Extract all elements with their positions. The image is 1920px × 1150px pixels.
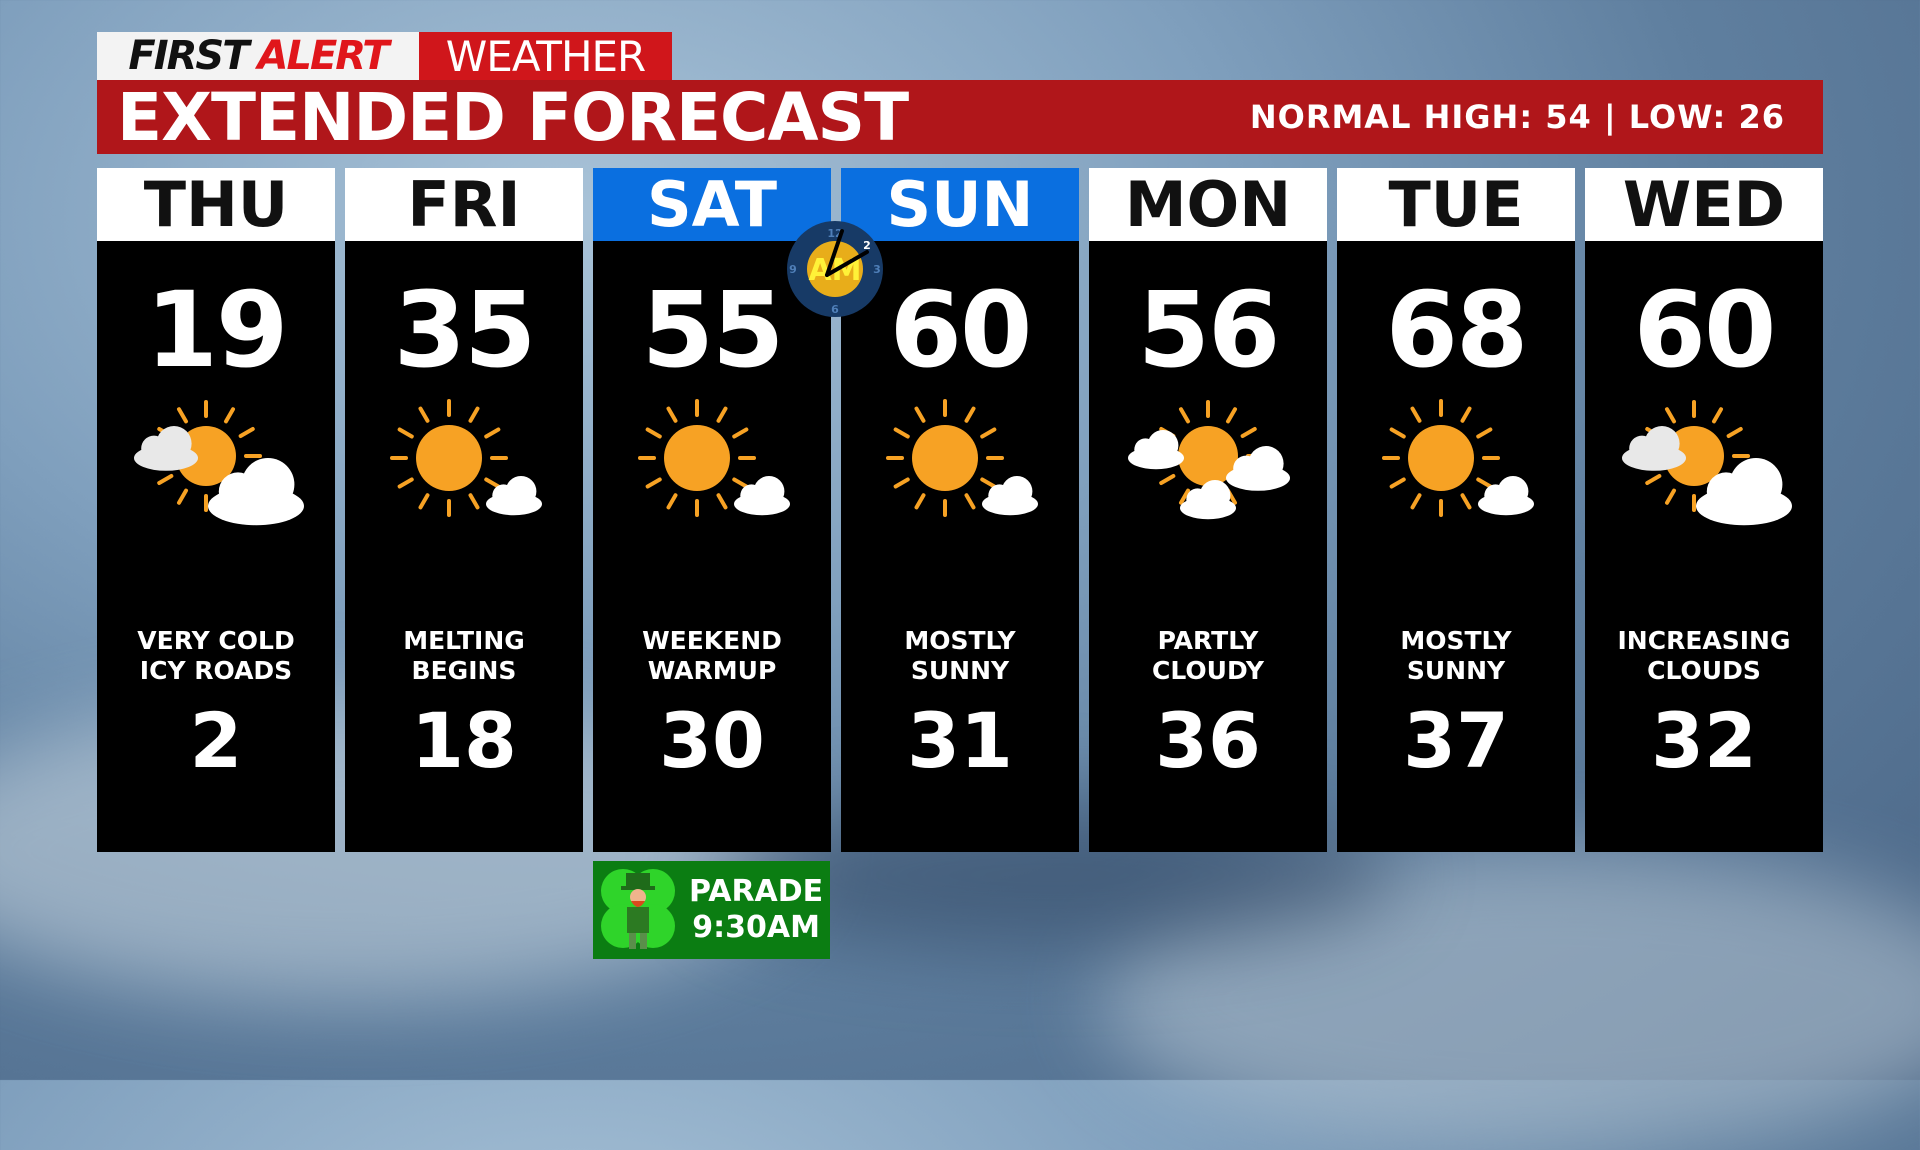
forecast-description: MELTING BEGINS (345, 626, 583, 686)
day-body: 68 MOSTLY SUNNY 37 (1337, 241, 1575, 852)
parade-badge: PARADE 9:30AM (593, 861, 830, 959)
day-body: 19 VERY COLD ICY ROADS 2 (97, 241, 335, 852)
day-body: 55 WEEKEND WARMUP 30 (593, 241, 831, 852)
day-column-thu: THU 19 VERY COLD ICY ROADS 2 (97, 168, 335, 852)
partly-cloudy-icon (134, 400, 304, 526)
description-line-1: PARTLY (1157, 626, 1259, 655)
description-line-2: CLOUDS (1647, 656, 1761, 685)
description-line-2: WARMUP (647, 656, 777, 685)
description-line-1: MOSTLY (904, 626, 1016, 655)
description-line-1: WEEKEND (642, 626, 782, 655)
day-column-mon: MON 56 PARTLY CLOUDY 36 (1089, 168, 1327, 852)
clock-9: 9 (789, 263, 797, 276)
logo-first: FIRST (128, 33, 249, 79)
high-temp: 19 (145, 269, 289, 391)
high-temp: 56 (1137, 269, 1281, 391)
day-body: 60 INCREASING CLOUDS 32 (1585, 241, 1823, 852)
day-label: MON (1089, 168, 1327, 241)
day-label: WED (1585, 168, 1823, 241)
mostly-sunny-icon (886, 399, 1038, 517)
forecast-description: WEEKEND WARMUP (593, 626, 831, 686)
day-label: FRI (345, 168, 583, 241)
description-line-1: MOSTLY (1400, 626, 1512, 655)
low-temp: 36 (1155, 696, 1261, 785)
mostly-sunny-icon (390, 399, 542, 517)
high-temp: 35 (393, 269, 537, 391)
low-temp: 18 (411, 696, 517, 785)
partly-cloudy-two-clouds-icon (1128, 400, 1290, 520)
day-column-tue: TUE 68 MOSTLY SUNNY 37 (1337, 168, 1575, 852)
clock-6: 6 (831, 303, 839, 316)
high-temp: 60 (1633, 269, 1777, 391)
partly-cloudy-icon (1622, 400, 1792, 526)
day-column-fri: FRI 35 MELTING BEGINS 18 (345, 168, 583, 852)
day-label: THU (97, 168, 335, 241)
day-column-wed: WED 60 INCREASING CLOUDS 32 (1585, 168, 1823, 852)
high-temp: 55 (641, 269, 785, 391)
day-column-sat: SAT 55 WEEKEND WARMUP 30 (593, 168, 831, 852)
description-line-2: CLOUDY (1152, 656, 1264, 685)
day-label: TUE (1337, 168, 1575, 241)
logo-alert: ALERT (257, 33, 390, 79)
day-body: 35 MELTING BEGINS 18 (345, 241, 583, 852)
high-temp: 68 (1385, 269, 1529, 391)
day-column-sun: SUN 60 MOSTLY SUNNY 31 (841, 168, 1079, 852)
description-line-1: MELTING (403, 626, 525, 655)
forecast-description: MOSTLY SUNNY (1337, 626, 1575, 686)
description-line-1: VERY COLD (137, 626, 295, 655)
high-temp: 60 (889, 269, 1033, 391)
low-temp: 31 (907, 696, 1013, 785)
mostly-sunny-icon (638, 399, 790, 517)
first-alert-weather-logo: FIRST ALERT WEATHER (97, 32, 672, 81)
description-line-2: SUNNY (1406, 656, 1506, 685)
day-label: SAT (593, 168, 831, 241)
forecast-description: VERY COLD ICY ROADS (97, 626, 335, 686)
day-body: 60 MOSTLY SUNNY 31 (841, 241, 1079, 852)
clock-2: 2 (863, 239, 871, 252)
day-label: SUN (841, 168, 1079, 241)
description-line-2: ICY ROADS (139, 656, 293, 685)
title-banner: EXTENDED FORECAST NORMAL HIGH: 54 | LOW:… (97, 78, 1823, 156)
low-temp: 32 (1651, 696, 1757, 785)
description-line-2: BEGINS (411, 656, 517, 685)
parade-label: PARADE (689, 874, 824, 909)
description-line-2: SUNNY (910, 656, 1010, 685)
forecast-description: MOSTLY SUNNY (841, 626, 1079, 686)
leprechaun-shamrock-icon (601, 869, 675, 949)
forecast-description: PARTLY CLOUDY (1089, 626, 1327, 686)
low-temp: 37 (1403, 696, 1509, 785)
low-temp: 30 (659, 696, 765, 785)
logo-weather: WEATHER (419, 32, 672, 81)
mostly-sunny-icon (1382, 399, 1534, 517)
parade-time: 9:30AM (692, 910, 820, 945)
normal-temps: NORMAL HIGH: 54 | LOW: 26 (1249, 98, 1785, 136)
day-body: 56 PARTLY CLOUDY 36 (1089, 241, 1327, 852)
description-line-1: INCREASING (1617, 626, 1791, 655)
low-temp: 2 (189, 696, 243, 785)
page-title: EXTENDED FORECAST (117, 78, 909, 156)
forecast-description: INCREASING CLOUDS (1585, 626, 1823, 686)
clock-3: 3 (873, 263, 881, 276)
am-clock-icon: AM 12 3 6 9 2 (787, 221, 883, 317)
